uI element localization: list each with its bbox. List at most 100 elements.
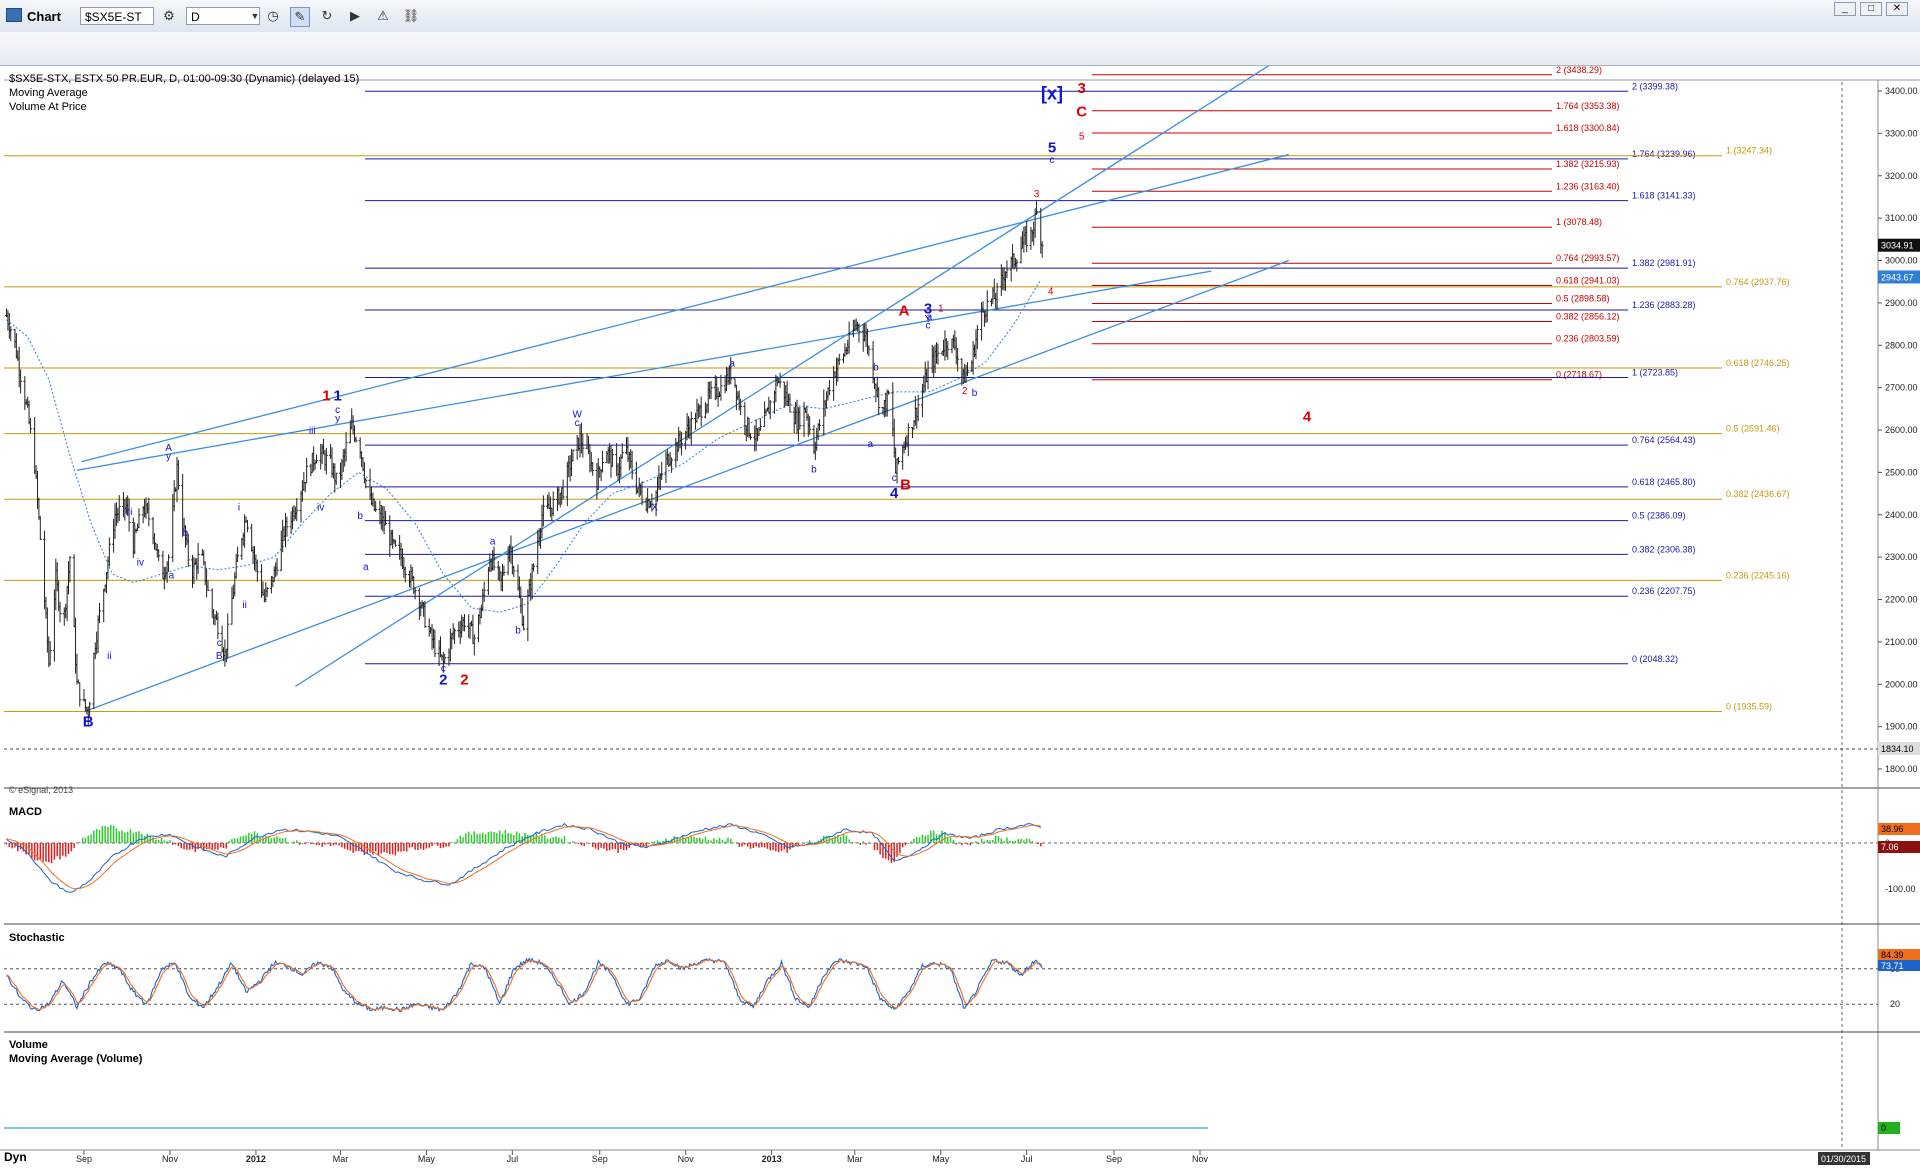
price-bar bbox=[157, 549, 161, 561]
wave-label: 1 bbox=[938, 303, 944, 314]
price-bar bbox=[956, 347, 960, 372]
wave-label: C bbox=[1076, 103, 1087, 120]
price-bar bbox=[265, 587, 269, 597]
fib-level-label: 0.764 (2564.43) bbox=[1632, 435, 1696, 445]
time-axis: Sep Nov 2012 Mar May Jul Sep Nov 2013 Mar May Jul Se… bbox=[0, 1149, 1920, 1165]
close-button[interactable]: ✕ bbox=[1886, 2, 1908, 16]
wave-label: c bbox=[926, 320, 931, 331]
wave-label: iv bbox=[137, 558, 144, 569]
fib-levels: 2 (3438.29) 1.764 (3353.38) 1.618 (3300.84… bbox=[4, 66, 1790, 713]
wave-label: c bbox=[335, 405, 340, 416]
wave-label: y bbox=[166, 452, 171, 463]
fib-level-label: 0.764 (2937.76) bbox=[1726, 277, 1790, 287]
price-bar bbox=[561, 479, 565, 500]
maximize-button[interactable]: □ bbox=[1860, 2, 1882, 16]
pencil-icon[interactable]: ✎ bbox=[290, 7, 310, 27]
price-bar bbox=[48, 641, 52, 666]
x-tick-label: May bbox=[932, 1154, 950, 1164]
price-bar bbox=[985, 290, 989, 323]
low-price-box-bg bbox=[1878, 742, 1920, 755]
x-tick-label: 2013 bbox=[762, 1154, 782, 1164]
wave-label: i bbox=[238, 503, 240, 514]
price-bar bbox=[78, 682, 82, 707]
wave-label: iii bbox=[126, 507, 133, 518]
wave-label: [x] bbox=[1041, 83, 1063, 103]
wave-label: X bbox=[651, 503, 658, 514]
price-bar bbox=[443, 653, 447, 664]
price-bar bbox=[334, 472, 338, 485]
price-bar bbox=[798, 406, 802, 430]
dyn-label[interactable]: Dyn bbox=[4, 1150, 27, 1164]
fib-level-label: 0.5 (2898.58) bbox=[1556, 293, 1610, 303]
macd-box1-bg bbox=[1878, 823, 1920, 835]
price-bar bbox=[1005, 260, 1009, 279]
macd-value-box: 38.96 bbox=[1881, 824, 1904, 834]
symbol-input[interactable]: $SX5E-ST bbox=[80, 7, 154, 25]
price-bar bbox=[808, 416, 812, 435]
fib-level-label: 0.382 (2306.38) bbox=[1632, 544, 1696, 554]
chevron-down-icon[interactable]: ▼ bbox=[250, 11, 260, 21]
wave-label: B bbox=[216, 651, 223, 662]
price-bar bbox=[610, 448, 614, 467]
price-bar bbox=[176, 459, 180, 490]
price-bar bbox=[433, 629, 437, 658]
clock-icon[interactable]: ◷ bbox=[267, 8, 279, 23]
wave-label: b bbox=[515, 625, 521, 636]
price-bar bbox=[324, 447, 328, 475]
x-tick-label: Mar bbox=[333, 1154, 349, 1164]
price-bar bbox=[58, 601, 62, 623]
price-bar bbox=[946, 341, 950, 360]
price-bar bbox=[670, 457, 674, 473]
play-icon[interactable]: ▶ bbox=[350, 8, 360, 23]
macd-signal-line bbox=[6, 824, 1041, 890]
fib-level-label: 0.618 (2465.80) bbox=[1632, 477, 1696, 487]
price-bar bbox=[98, 602, 101, 624]
interval-select[interactable]: D bbox=[186, 7, 260, 25]
wave-label: a bbox=[867, 439, 873, 450]
fib-level-label: 0.5 (2591.46) bbox=[1726, 424, 1780, 434]
price-bar bbox=[216, 612, 220, 640]
x-tick-label: Nov bbox=[162, 1154, 179, 1164]
price-bar bbox=[167, 554, 171, 572]
price-bar bbox=[364, 478, 368, 489]
price-bar bbox=[640, 481, 644, 506]
refresh-icon[interactable]: ↻ bbox=[321, 8, 333, 23]
wave-label: A bbox=[899, 303, 910, 320]
volume-title: Volume bbox=[9, 1039, 48, 1051]
gear-icon[interactable]: ⚙ bbox=[163, 8, 175, 23]
wave-label: 3 bbox=[1034, 189, 1040, 200]
stochastic-title: Stochastic bbox=[9, 932, 65, 944]
date-box-bg bbox=[1818, 1152, 1870, 1165]
wave-label: a bbox=[490, 536, 496, 547]
wave-label: b bbox=[183, 528, 189, 539]
fib-level-label: 1 (2723.85) bbox=[1632, 368, 1678, 378]
x-tick-label: Nov bbox=[1192, 1154, 1209, 1164]
wave-label: iii bbox=[309, 426, 316, 437]
x-tick-label: Sep bbox=[1106, 1154, 1122, 1164]
minimize-button[interactable]: _ bbox=[1834, 2, 1856, 16]
price-bar bbox=[196, 542, 200, 574]
price-bar bbox=[896, 457, 900, 465]
y-tick-label: 2500.00 bbox=[1885, 467, 1918, 477]
wave-label: b bbox=[357, 511, 363, 522]
trendlines[interactable] bbox=[76, 66, 1290, 713]
wave-label: b bbox=[972, 388, 978, 399]
chart-canvas[interactable]: 2 (3438.29) 1.764 (3353.38) 1.618 (3300.84… bbox=[0, 66, 1920, 1170]
wave-label: 1 bbox=[322, 387, 330, 404]
price-bar bbox=[778, 372, 782, 388]
price-bar bbox=[147, 497, 151, 527]
y-tick-label: 3300.00 bbox=[1885, 128, 1918, 138]
price-box-blue: 2943.67 bbox=[1881, 272, 1914, 282]
price-bar bbox=[916, 394, 920, 422]
alert-icon[interactable]: ⚠ bbox=[377, 8, 389, 23]
link-icon[interactable]: ⛓ bbox=[402, 8, 420, 23]
volume-value-box: 0 bbox=[1881, 1123, 1886, 1133]
wave-label: 1 bbox=[333, 387, 341, 404]
price-bar bbox=[975, 324, 979, 349]
price-bar bbox=[887, 390, 891, 395]
price-bar bbox=[295, 498, 299, 522]
price-bar bbox=[620, 443, 624, 459]
copyright-label: © eSignal, 2013 bbox=[9, 785, 74, 795]
fib-level-label: 1.764 (3353.38) bbox=[1556, 101, 1620, 111]
